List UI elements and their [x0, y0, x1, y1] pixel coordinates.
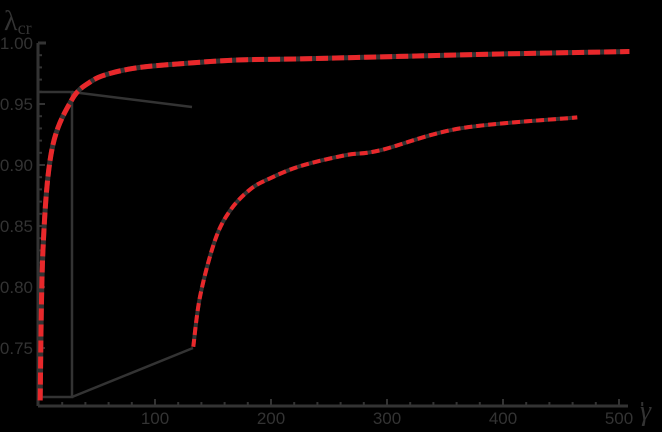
y-tick-label: 0.80 [0, 278, 33, 297]
y-tick-label: 1.00 [0, 34, 33, 53]
axes: 0.75 0.80 0.85 0.90 0.95 1.00 100 200 300 400 500 [0, 34, 644, 428]
y-tick-label: 0.95 [0, 95, 33, 114]
y-axis-label: λcr [4, 6, 32, 38]
zoom-annotation [38, 90, 194, 399]
curve-underlay [37, 49, 630, 401]
curve-underlay [191, 115, 578, 348]
y-tick-label: 0.75 [0, 339, 33, 358]
upper-curve [37, 49, 630, 401]
x-tick-label: 100 [141, 409, 169, 427]
axis-labels: λcr γ [4, 6, 652, 427]
x-axis-label: γ [640, 396, 652, 427]
curves [37, 49, 630, 401]
x-tick-label: 200 [257, 409, 285, 427]
zoom-connector-bottom [71, 346, 194, 399]
zoom-box [38, 90, 74, 399]
y-tick-label: 0.85 [0, 217, 33, 236]
zoom-connector-top [71, 90, 193, 109]
lower-curve [191, 115, 578, 348]
x-tick-label: 300 [373, 409, 401, 427]
y-tick-label: 0.90 [0, 156, 33, 175]
x-tick-label: 400 [489, 409, 517, 427]
x-tick-label: 500 [605, 409, 633, 427]
